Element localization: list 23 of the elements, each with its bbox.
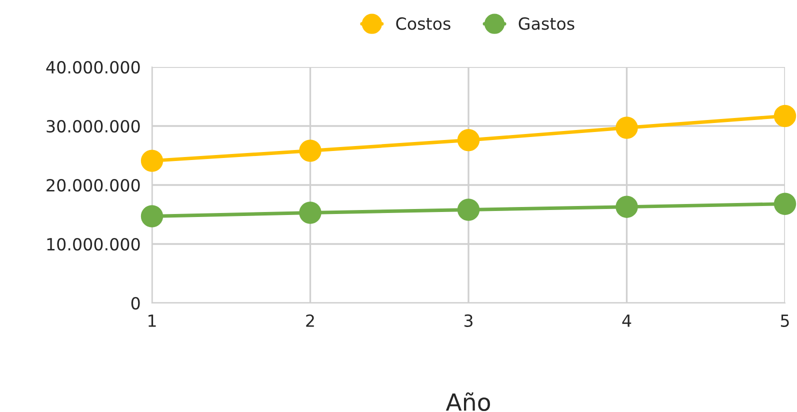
y-tick-label: 0: [131, 296, 140, 310]
point: [299, 140, 322, 162]
point: [616, 196, 638, 218]
y-tick-label: 20.000.000: [46, 178, 140, 192]
point: [140, 205, 164, 228]
x-tick-label: 5: [780, 314, 789, 328]
y-tick-label: 40.000.000: [46, 60, 140, 74]
x-tick-label: 2: [306, 314, 314, 327]
point: [457, 129, 480, 152]
y-tick-label: 30.000.000: [46, 120, 140, 133]
x-tick-label: 1: [148, 314, 156, 327]
point: [140, 150, 164, 172]
legend-label: Costos: [396, 17, 450, 30]
point: [616, 116, 638, 139]
point: [299, 202, 322, 224]
point: [774, 192, 796, 215]
x-tick-label: 3: [464, 314, 472, 328]
y-tick-label: 10.000.000: [47, 238, 140, 251]
point: [457, 198, 480, 221]
x-axis-title: Año: [446, 392, 490, 412]
x-tick-label: 4: [622, 314, 632, 327]
point: [774, 104, 796, 128]
legend-label: Gastos: [518, 17, 574, 30]
